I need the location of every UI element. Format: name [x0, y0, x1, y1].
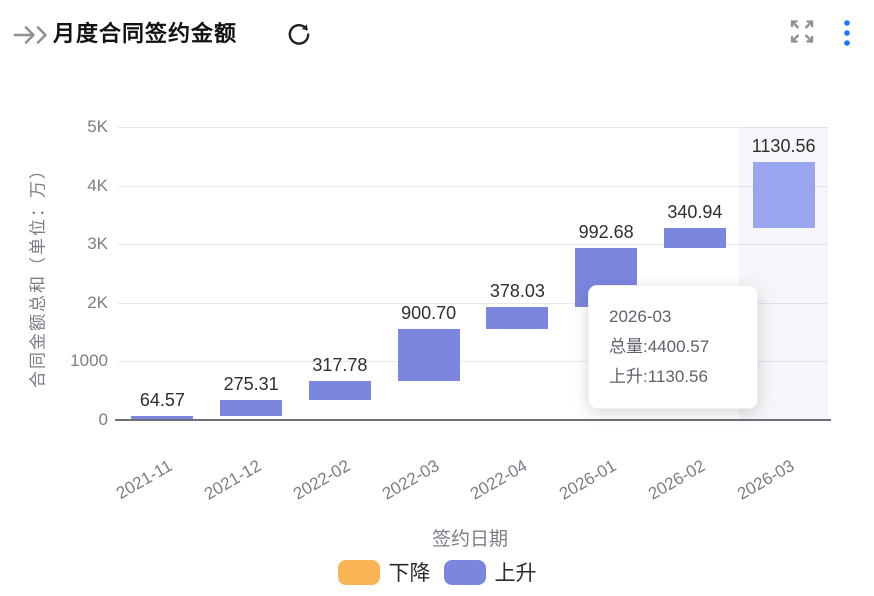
y-tick-label: 1000 [70, 351, 108, 371]
x-tick-label: 2026-02 [644, 456, 709, 504]
waterfall-bar[interactable] [397, 328, 460, 382]
waterfall-bar[interactable] [220, 400, 283, 417]
double-arrow-right-icon [12, 26, 52, 51]
x-tick-label: 2026-01 [556, 456, 620, 504]
card-header: 月度合同签约金额 [0, 0, 874, 62]
fullscreen-button[interactable] [787, 18, 817, 46]
legend-swatch-fall [337, 559, 380, 585]
chart-tooltip: 2026-03 总量:4400.57 上升:1130.56 [588, 285, 758, 409]
waterfall-bar[interactable] [663, 228, 726, 249]
gridline [118, 185, 828, 187]
y-tick-label: 4K [87, 175, 108, 195]
collapse-panel-icon[interactable] [12, 22, 52, 48]
y-tick-label: 5K [87, 117, 108, 136]
chart-legend: 下降 上升 [0, 557, 874, 587]
refresh-button[interactable] [284, 20, 314, 50]
x-tick-label: 2022-03 [378, 456, 443, 504]
legend-item-fall[interactable]: 下降 [337, 557, 431, 587]
bar-value-label: 317.78 [312, 355, 368, 376]
x-axis-line [115, 419, 831, 421]
waterfall-chart: 合同金额总和（单位：万） 签约日期 下降 上升 2026-03 总量:4400.5… [0, 62, 874, 596]
tooltip-title: 2026-03 [609, 307, 672, 326]
x-tick-label: 2022-04 [467, 456, 531, 504]
y-tick-label: 2K [87, 292, 108, 312]
gridline [118, 244, 828, 246]
bar-value-label: 1130.56 [751, 136, 816, 157]
bar-value-label: 900.70 [401, 302, 457, 323]
gridline [118, 361, 828, 363]
bar-value-label: 275.31 [223, 374, 279, 395]
legend-swatch-rise [443, 559, 486, 585]
kebab-menu-icon [841, 20, 853, 53]
x-tick-label: 2026-03 [733, 456, 798, 504]
waterfall-bar[interactable] [131, 416, 194, 420]
legend-item-rise[interactable]: 上升 [443, 557, 537, 587]
x-tick-label: 2022-02 [289, 456, 354, 504]
waterfall-bar[interactable] [486, 306, 549, 329]
bar-value-label: 378.03 [489, 280, 545, 301]
gridline [118, 127, 828, 128]
y-tick-label: 0 [98, 410, 108, 429]
tooltip-total-line: 总量:4400.57 [609, 337, 710, 356]
gridline [118, 302, 828, 304]
waterfall-bar[interactable] [308, 381, 371, 401]
page-title: 月度合同签约金额 [53, 21, 238, 46]
x-axis-title: 签约日期 [431, 529, 509, 550]
bar-value-label: 64.57 [139, 390, 185, 411]
bar-value-label: 340.94 [667, 202, 723, 223]
waterfall-bar[interactable] [752, 162, 815, 229]
more-menu-button[interactable] [839, 16, 855, 50]
x-tick-label: 2021-11 [113, 456, 176, 504]
legend-label-fall: 下降 [388, 562, 431, 585]
refresh-icon [285, 24, 313, 51]
tooltip-rise-line: 上升:1130.56 [609, 367, 708, 386]
fullscreen-icon [788, 20, 816, 48]
legend-label-rise: 上升 [494, 562, 537, 585]
bar-value-label: 992.68 [578, 222, 634, 243]
x-tick-label: 2021-12 [201, 456, 265, 504]
y-tick-label: 3K [87, 234, 108, 254]
